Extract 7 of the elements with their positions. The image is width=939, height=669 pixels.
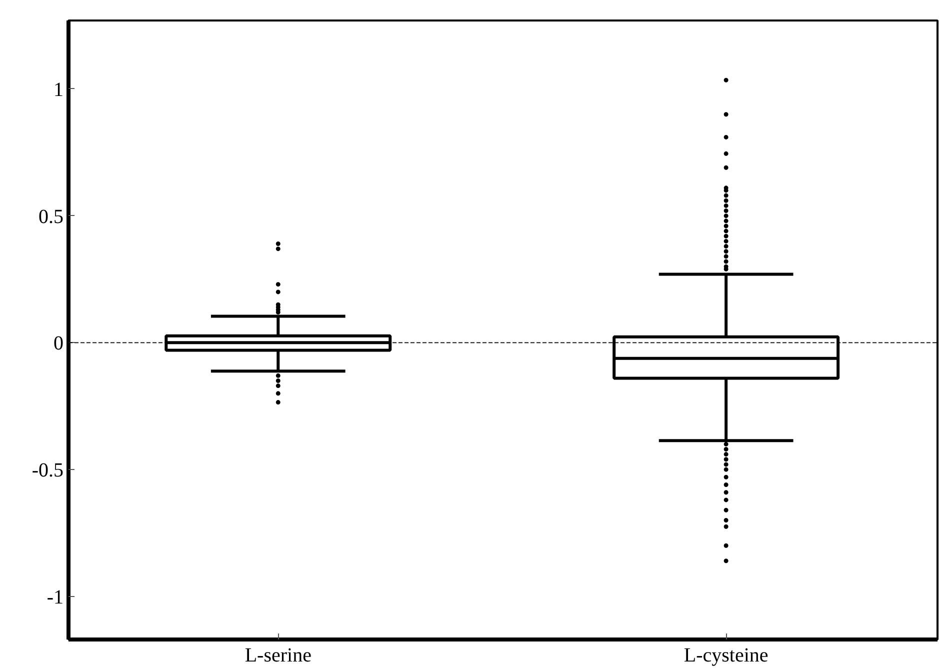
y-tick-label: -1 [46,586,64,608]
y-tick-label: 1 [54,78,64,101]
y-tick-label: 0.5 [38,206,64,228]
x-tick-label: L-serine [244,644,312,666]
y-tick-label: 0 [54,332,64,355]
x-tick-label: L-cysteine [684,644,768,666]
y-tick-label: -0.5 [32,460,64,482]
